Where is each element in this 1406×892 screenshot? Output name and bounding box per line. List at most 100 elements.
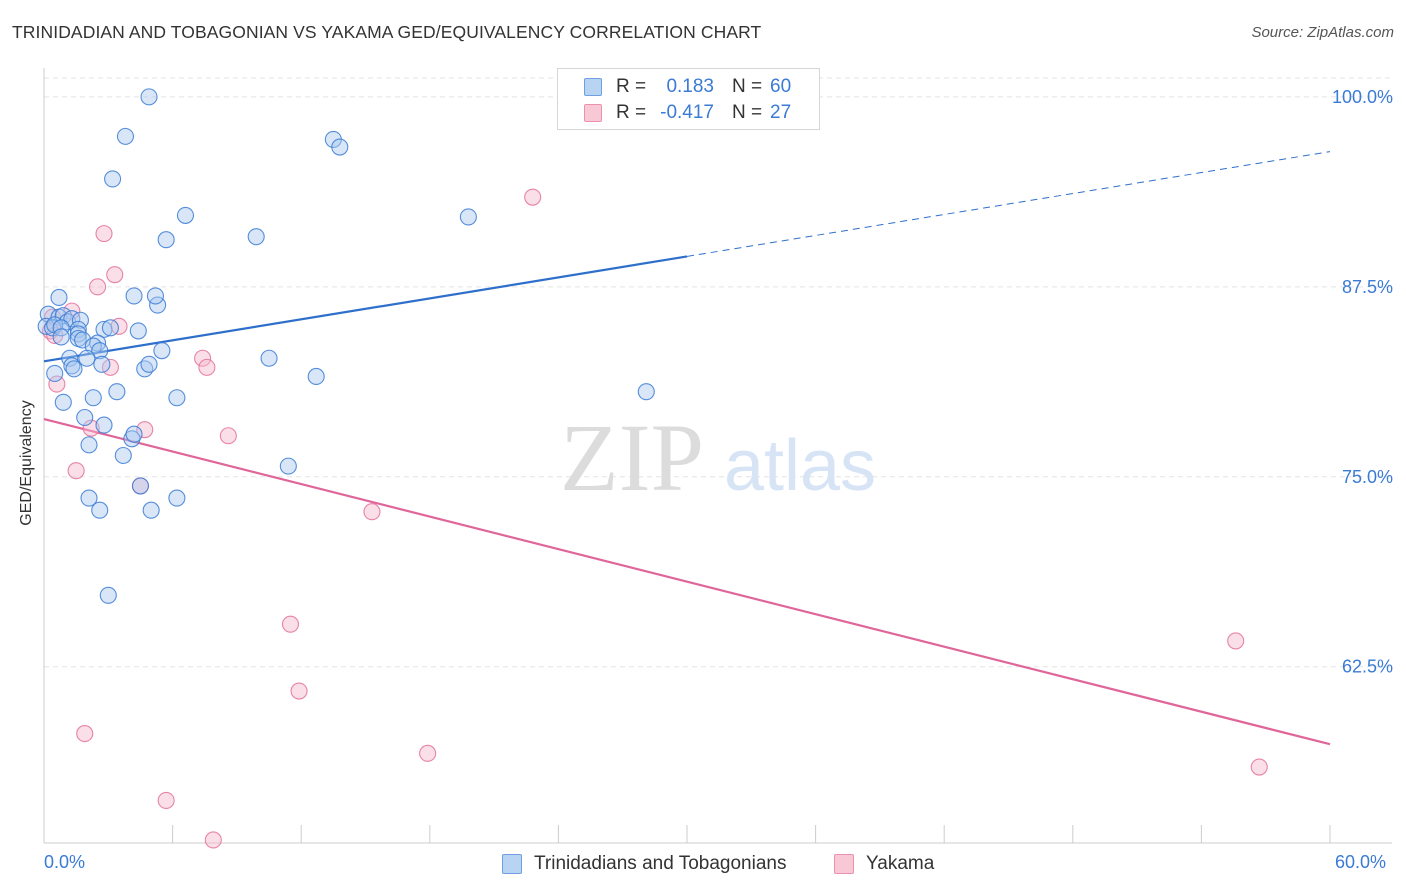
legend-n-value: 60 bbox=[770, 76, 792, 97]
trend-line-trinidadian bbox=[43, 255, 688, 363]
legend-r-label: R = bbox=[616, 76, 647, 97]
point-trinidadian bbox=[50, 288, 68, 307]
point-trinidadian bbox=[65, 360, 83, 378]
x-tick-label-min: 0.0% bbox=[44, 852, 86, 872]
point-trinidadian bbox=[101, 319, 119, 337]
legend-r-value: 0.183 bbox=[666, 76, 714, 97]
source-credit: Source: ZipAtlas.com bbox=[1251, 24, 1394, 41]
point-trinidadian bbox=[46, 364, 64, 382]
point-trinidadian bbox=[123, 430, 141, 448]
point-trinidadian bbox=[176, 206, 195, 224]
watermark-atlas: atlas bbox=[724, 426, 876, 506]
y-tick-label: 62.5% bbox=[1342, 657, 1393, 677]
y-tick-label: 100.0% bbox=[1332, 87, 1393, 107]
point-yakama bbox=[136, 421, 154, 439]
point-trinidadian bbox=[116, 127, 134, 145]
legend-r-value: -0.417 bbox=[660, 102, 714, 123]
point-trinidadian bbox=[69, 320, 87, 338]
point-trinidadian bbox=[247, 228, 265, 246]
point-yakama bbox=[1227, 632, 1245, 650]
point-trinidadian bbox=[44, 319, 62, 337]
point-trinidadian bbox=[125, 425, 143, 443]
point-yakama bbox=[82, 419, 100, 437]
point-trinidadian bbox=[168, 389, 186, 407]
point-trinidadian bbox=[91, 501, 109, 519]
point-yakama bbox=[219, 427, 237, 445]
y-axis-label: GED/Equivalency bbox=[18, 400, 35, 526]
point-yakama bbox=[204, 831, 222, 849]
point-trinidadian bbox=[99, 586, 117, 604]
watermark: ZIP atlas bbox=[560, 404, 876, 511]
point-trinidadian bbox=[153, 342, 171, 360]
point-trinidadian bbox=[63, 357, 81, 375]
point-trinidadian bbox=[52, 328, 70, 346]
point-yakama bbox=[48, 375, 66, 393]
point-yakama bbox=[419, 744, 437, 762]
point-trinidadian bbox=[140, 355, 158, 373]
point-yakama bbox=[95, 225, 113, 243]
watermark-zip: ZIP bbox=[560, 404, 704, 511]
point-yakama bbox=[157, 791, 175, 810]
point-yakama bbox=[363, 503, 381, 521]
point-trinidadian bbox=[80, 489, 98, 507]
point-trinidadian bbox=[142, 501, 160, 519]
y-tick-labels: 62.5% 75.0% 87.5% 100.0% bbox=[1332, 87, 1393, 677]
point-yakama bbox=[106, 266, 124, 284]
trend-lines bbox=[43, 151, 1331, 746]
point-trinidadian bbox=[104, 170, 122, 188]
legend-item-label: Yakama bbox=[866, 853, 935, 874]
point-trinidadian bbox=[459, 208, 477, 226]
gridlines bbox=[44, 77, 1392, 668]
point-yakama bbox=[281, 615, 300, 633]
point-trinidadian bbox=[307, 367, 325, 386]
point-yakama bbox=[1250, 758, 1268, 776]
point-yakama bbox=[524, 188, 542, 206]
point-trinidadian bbox=[95, 320, 113, 338]
stats-legend: R = 0.183 N = 60 R = -0.417 N = 27 bbox=[557, 68, 820, 130]
point-yakama bbox=[76, 725, 94, 743]
point-trinidadian bbox=[279, 457, 297, 475]
legend-n-label: N = bbox=[732, 102, 763, 123]
legend-r-label: R = bbox=[616, 102, 647, 123]
point-trinidadian bbox=[54, 393, 72, 411]
point-trinidadian bbox=[76, 408, 94, 427]
trend-line-trinidadian-extension bbox=[686, 151, 1331, 257]
legend-swatch-blue bbox=[584, 78, 602, 96]
point-trinidadian bbox=[114, 446, 132, 465]
series-legend: Trinidadians and Tobagonians Yakama bbox=[0, 852, 1406, 878]
point-trinidadian bbox=[125, 287, 143, 305]
point-trinidadian bbox=[260, 349, 278, 367]
y-tick-label: 75.0% bbox=[1342, 467, 1393, 487]
point-trinidadian bbox=[80, 436, 98, 454]
trend-line-yakama bbox=[43, 417, 1331, 746]
point-trinidadian bbox=[331, 138, 349, 156]
axes bbox=[43, 68, 1392, 844]
point-yakama bbox=[89, 278, 107, 296]
legend-swatch-pink bbox=[834, 854, 854, 874]
point-trinidadian bbox=[140, 88, 158, 106]
point-trinidadian bbox=[37, 317, 55, 335]
point-trinidadian bbox=[108, 383, 126, 401]
legend-row-yakama: R = -0.417 N = 27 bbox=[558, 100, 819, 126]
point-trinidadian bbox=[637, 383, 655, 401]
y-tick-label: 87.5% bbox=[1342, 277, 1393, 297]
legend-swatch-pink bbox=[584, 104, 602, 122]
point-trinidadian bbox=[129, 322, 147, 340]
point-trinidadian bbox=[52, 319, 70, 337]
point-yakama bbox=[290, 682, 308, 700]
legend-item-label: Trinidadians and Tobagonians bbox=[534, 853, 787, 874]
point-trinidadian bbox=[93, 355, 111, 373]
point-trinidadian bbox=[91, 342, 109, 360]
data-points bbox=[37, 88, 1268, 849]
point-trinidadian bbox=[95, 416, 113, 434]
point-trinidadian bbox=[146, 287, 165, 305]
x-tick-label-max: 60.0% bbox=[1335, 852, 1387, 872]
point-trinidadian bbox=[131, 477, 149, 495]
point-yakama bbox=[194, 349, 212, 367]
point-trinidadian bbox=[157, 231, 175, 249]
legend-n-label: N = bbox=[732, 76, 763, 97]
point-trinidadian bbox=[78, 349, 96, 367]
legend-row-trinidadian: R = 0.183 N = 60 bbox=[558, 74, 819, 100]
point-trinidadian bbox=[168, 489, 186, 507]
point-yakama bbox=[67, 462, 85, 480]
